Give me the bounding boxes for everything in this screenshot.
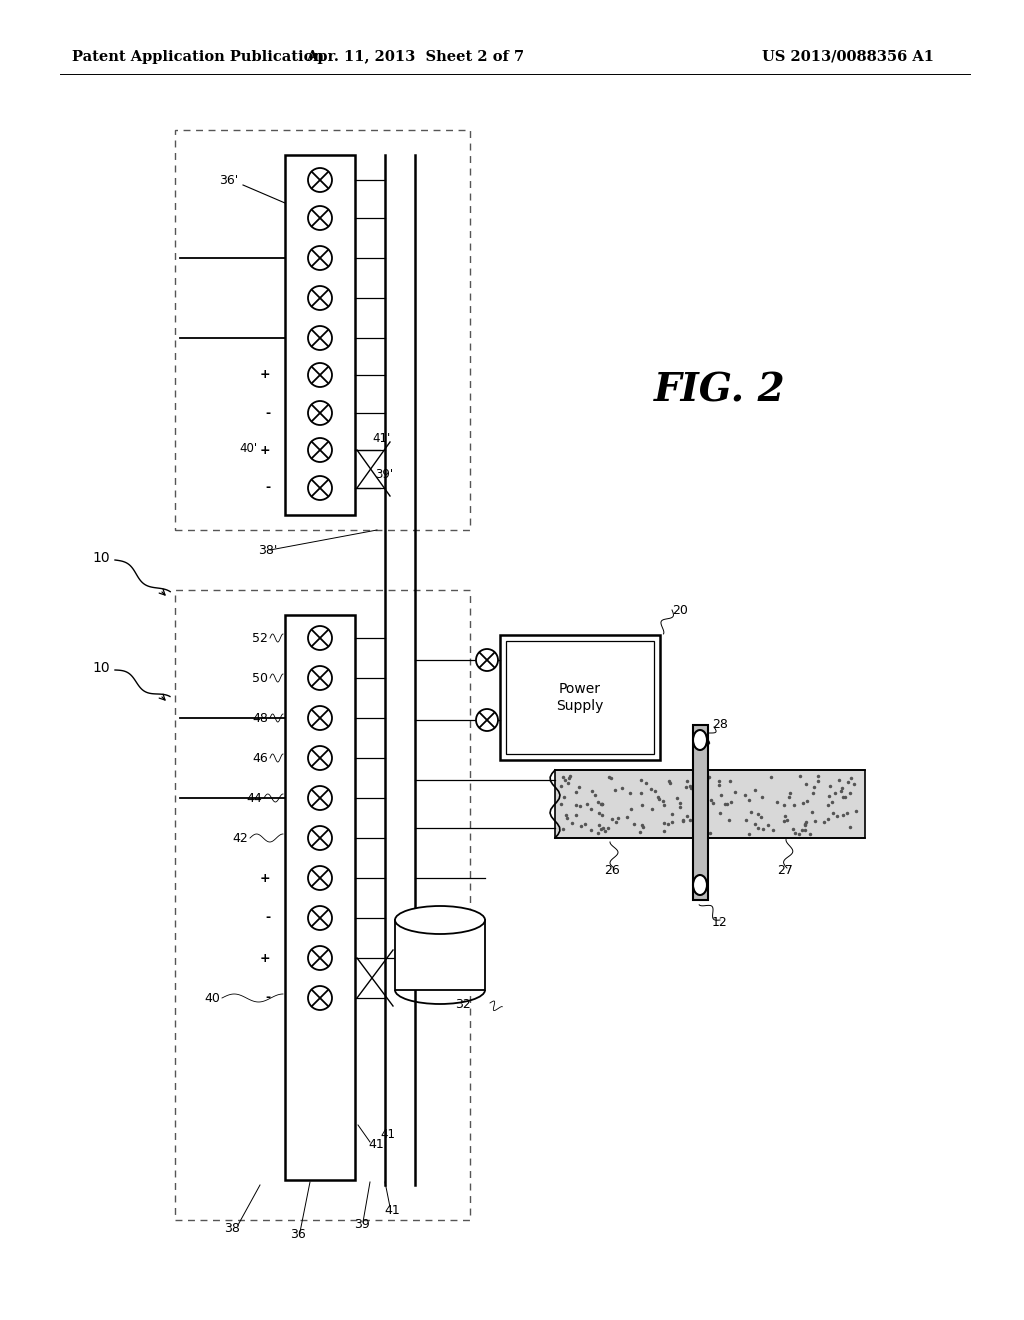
Bar: [175, 129, 470, 531]
Circle shape: [308, 906, 332, 931]
Bar: [395, 920, 485, 990]
Bar: [555, 770, 700, 838]
Text: 41': 41': [372, 432, 390, 445]
Circle shape: [308, 706, 332, 730]
Circle shape: [308, 286, 332, 310]
Text: 39': 39': [375, 469, 393, 482]
Circle shape: [476, 709, 498, 731]
Text: 42: 42: [232, 832, 248, 845]
Text: 52: 52: [252, 631, 268, 644]
Text: Power
Supply: Power Supply: [556, 682, 604, 713]
Text: 36': 36': [219, 173, 238, 186]
Text: 44: 44: [246, 792, 262, 804]
Ellipse shape: [693, 875, 707, 895]
Circle shape: [308, 746, 332, 770]
Bar: [500, 635, 660, 760]
Text: 20: 20: [672, 603, 688, 616]
Ellipse shape: [395, 906, 485, 935]
Text: +: +: [259, 871, 270, 884]
Circle shape: [308, 363, 332, 387]
Text: 10: 10: [92, 550, 110, 565]
Circle shape: [308, 626, 332, 649]
Text: 41: 41: [384, 1204, 400, 1217]
Circle shape: [308, 206, 332, 230]
Text: +: +: [259, 444, 270, 457]
Text: US 2013/0088356 A1: US 2013/0088356 A1: [762, 50, 934, 63]
Bar: [175, 590, 470, 1220]
Circle shape: [308, 986, 332, 1010]
Circle shape: [308, 946, 332, 970]
Text: 40': 40': [240, 441, 258, 454]
Bar: [285, 154, 355, 515]
Text: -: -: [265, 482, 270, 495]
Circle shape: [308, 401, 332, 425]
Circle shape: [308, 866, 332, 890]
Text: 39: 39: [354, 1218, 370, 1232]
Text: 27: 27: [777, 863, 793, 876]
Circle shape: [308, 326, 332, 350]
Text: -: -: [265, 407, 270, 420]
Text: 26: 26: [604, 863, 620, 876]
Text: +: +: [259, 368, 270, 381]
Bar: [506, 642, 654, 754]
Text: 40: 40: [204, 991, 220, 1005]
Text: 38': 38': [258, 544, 278, 557]
Text: 48: 48: [252, 711, 268, 725]
Text: 41: 41: [368, 1138, 384, 1151]
Text: 36: 36: [290, 1229, 306, 1242]
Text: 12: 12: [712, 916, 728, 928]
Circle shape: [308, 477, 332, 500]
Circle shape: [308, 826, 332, 850]
Ellipse shape: [693, 730, 707, 750]
Text: 38: 38: [224, 1221, 240, 1234]
Text: FIG. 2: FIG. 2: [654, 371, 785, 409]
Text: Apr. 11, 2013  Sheet 2 of 7: Apr. 11, 2013 Sheet 2 of 7: [306, 50, 524, 63]
Bar: [700, 770, 865, 838]
Text: 50: 50: [252, 672, 268, 685]
Bar: [693, 725, 708, 900]
Text: Patent Application Publication: Patent Application Publication: [72, 50, 324, 63]
Text: 32: 32: [455, 998, 471, 1011]
Text: -: -: [265, 991, 270, 1005]
Text: -: -: [265, 912, 270, 924]
Text: 46: 46: [252, 751, 268, 764]
Circle shape: [308, 168, 332, 191]
Circle shape: [308, 246, 332, 271]
Circle shape: [308, 438, 332, 462]
Circle shape: [308, 667, 332, 690]
Text: +: +: [259, 952, 270, 965]
Circle shape: [476, 649, 498, 671]
Circle shape: [308, 785, 332, 810]
Text: 41: 41: [380, 1129, 395, 1142]
Text: 28: 28: [712, 718, 728, 731]
Text: 10: 10: [92, 661, 110, 675]
Bar: [285, 615, 355, 1180]
